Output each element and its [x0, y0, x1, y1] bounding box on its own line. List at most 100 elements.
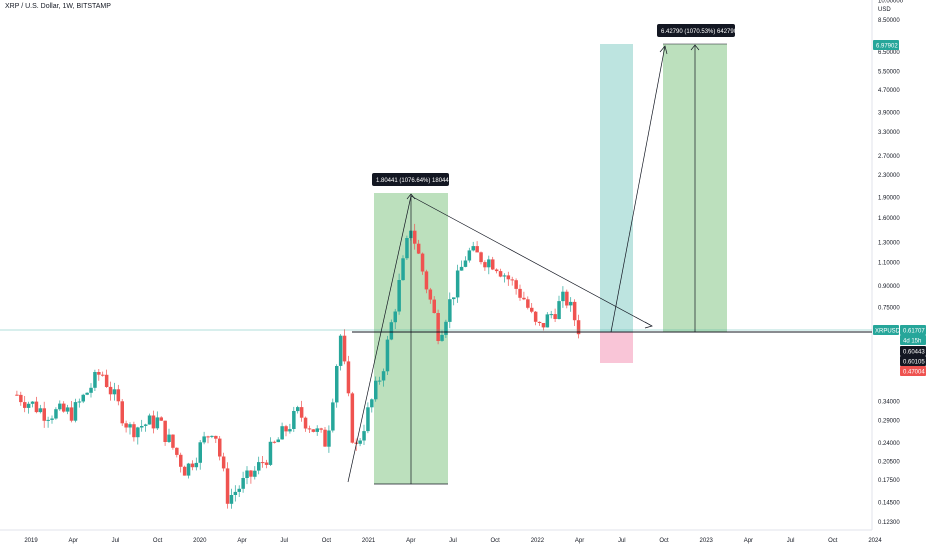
candle-body[interactable]: [147, 415, 152, 425]
candle-body[interactable]: [303, 417, 308, 429]
candle-body[interactable]: [136, 427, 140, 438]
candle-body[interactable]: [541, 323, 546, 328]
candle-body[interactable]: [19, 394, 23, 403]
candle-body[interactable]: [257, 462, 261, 471]
candle-body[interactable]: [140, 426, 144, 428]
candle-body[interactable]: [77, 401, 82, 403]
candle-body[interactable]: [311, 429, 316, 432]
candle-body[interactable]: [249, 470, 253, 477]
candle-body[interactable]: [26, 403, 31, 408]
candle-body[interactable]: [346, 361, 351, 394]
candle-body[interactable]: [315, 428, 320, 432]
candle-body[interactable]: [108, 386, 113, 395]
candle-body[interactable]: [561, 291, 565, 302]
candle-body[interactable]: [537, 321, 542, 323]
candle-body[interactable]: [241, 478, 245, 489]
candle-body[interactable]: [97, 372, 101, 375]
candle-body[interactable]: [307, 428, 312, 430]
candle-body[interactable]: [112, 389, 117, 395]
candle-body[interactable]: [101, 374, 105, 376]
candle-body[interactable]: [198, 442, 203, 463]
candle-body[interactable]: [498, 271, 503, 277]
candle-body[interactable]: [350, 393, 355, 443]
candle-body[interactable]: [124, 423, 128, 428]
candle-body[interactable]: [151, 415, 156, 429]
candle-body[interactable]: [30, 401, 35, 404]
candle-body[interactable]: [225, 468, 230, 504]
candle-body[interactable]: [432, 299, 437, 313]
candle-body[interactable]: [132, 424, 136, 438]
candle-body[interactable]: [65, 407, 70, 412]
candle-body[interactable]: [533, 311, 538, 322]
candle-body[interactable]: [280, 426, 284, 440]
candle-body[interactable]: [190, 463, 195, 468]
rally-line[interactable]: [347, 195, 412, 483]
descending-trendline[interactable]: [410, 195, 653, 327]
candle-body[interactable]: [502, 275, 507, 277]
candle-body[interactable]: [186, 463, 191, 476]
candle-body[interactable]: [73, 402, 78, 421]
candle-body[interactable]: [358, 440, 362, 444]
candle-body[interactable]: [272, 441, 277, 443]
candle-body[interactable]: [85, 392, 89, 395]
candle-body[interactable]: [522, 297, 526, 300]
candle-body[interactable]: [374, 380, 378, 400]
candle-body[interactable]: [89, 387, 93, 393]
candle-body[interactable]: [221, 456, 226, 469]
candle-body[interactable]: [377, 380, 382, 382]
candle-body[interactable]: [487, 259, 491, 268]
candle-body[interactable]: [428, 289, 433, 300]
candle-body[interactable]: [405, 238, 409, 259]
candle-body[interactable]: [335, 366, 339, 403]
candle-body[interactable]: [264, 462, 269, 465]
candle-body[interactable]: [510, 279, 515, 281]
candle-body[interactable]: [420, 253, 425, 272]
candle-body[interactable]: [545, 314, 550, 328]
candle-body[interactable]: [237, 488, 242, 492]
candle-body[interactable]: [69, 407, 74, 421]
candle-body[interactable]: [175, 447, 179, 455]
candle-body[interactable]: [171, 434, 175, 448]
candle-body[interactable]: [218, 438, 222, 457]
candle-body[interactable]: [416, 243, 421, 254]
candle-body[interactable]: [338, 335, 343, 366]
candle-body[interactable]: [159, 417, 164, 421]
candle-body[interactable]: [50, 418, 54, 420]
candle-body[interactable]: [38, 408, 43, 413]
candle-body[interactable]: [292, 411, 296, 429]
candle-body[interactable]: [93, 372, 97, 388]
candle-body[interactable]: [167, 434, 171, 442]
candle-body[interactable]: [389, 322, 394, 340]
candle-body[interactable]: [553, 314, 557, 319]
candle-body[interactable]: [491, 259, 495, 270]
candle-body[interactable]: [342, 335, 347, 362]
candle-body[interactable]: [15, 394, 19, 396]
candle-body[interactable]: [440, 334, 444, 341]
time-scale[interactable]: 2019 Apr Jul Oct 2020 Apr Jul Oct 2021 Apr Jul Oct 2…: [0, 529, 882, 544]
candle-body[interactable]: [362, 431, 366, 441]
candle-body[interactable]: [452, 297, 456, 300]
candle-body[interactable]: [42, 408, 47, 421]
candle-body[interactable]: [569, 301, 573, 306]
projection-line[interactable]: [610, 45, 666, 333]
stop-zone[interactable]: [600, 332, 633, 363]
price-scale[interactable]: USD 10.00000 8.50000 6.50000 5.50000 4.70000…: [871, 0, 904, 530]
candle-body[interactable]: [463, 260, 468, 267]
candle-body[interactable]: [260, 462, 265, 464]
candle-body[interactable]: [526, 299, 530, 308]
candle-body[interactable]: [128, 424, 132, 428]
candle-body[interactable]: [494, 269, 499, 272]
candle-body[interactable]: [182, 466, 187, 476]
candle-body[interactable]: [459, 266, 464, 271]
candle-body[interactable]: [120, 401, 125, 424]
candle-body[interactable]: [401, 258, 405, 281]
candle-body[interactable]: [385, 339, 390, 372]
candle-body[interactable]: [143, 424, 148, 426]
candle-body[interactable]: [194, 462, 199, 468]
measure-1-label[interactable]: 1.80441 (1076.64%) 180441: [372, 173, 453, 186]
candle-body[interactable]: [506, 275, 511, 280]
candle-body[interactable]: [576, 320, 581, 335]
candle-body[interactable]: [444, 321, 448, 335]
candle-body[interactable]: [370, 399, 374, 408]
